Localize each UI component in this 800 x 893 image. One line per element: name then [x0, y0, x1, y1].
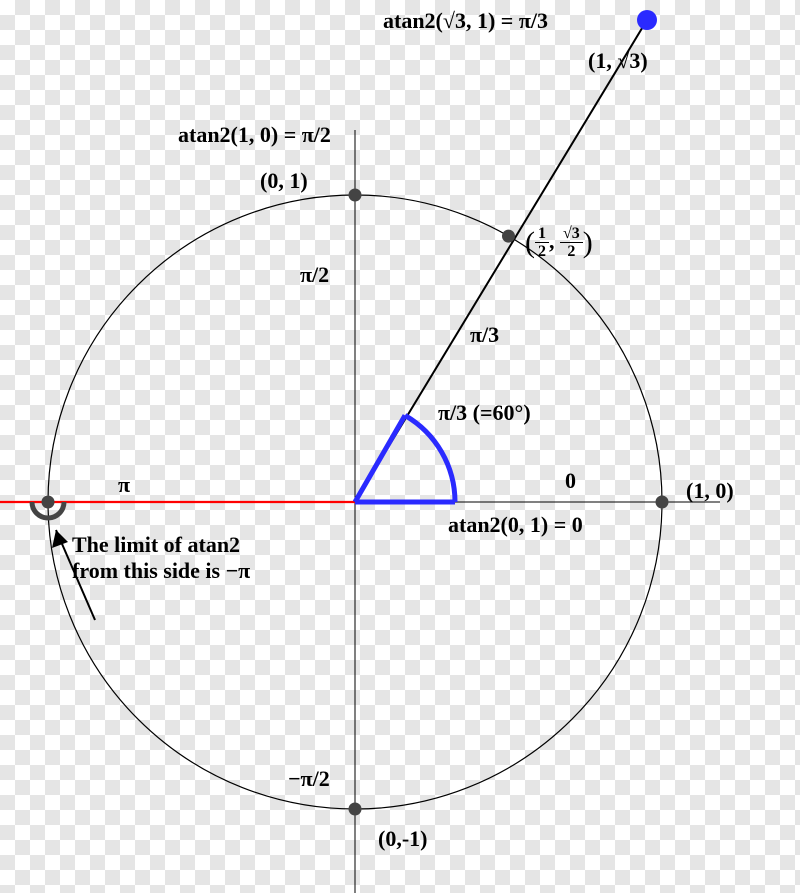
point-0-neg1	[349, 803, 362, 816]
label-half-sqrt3half: ( 1 2 , √3 2 )	[525, 226, 593, 261]
label-limit-line2: from this side is −π	[72, 558, 250, 583]
label-point-1-sqrt3: (1, √3)	[588, 48, 648, 73]
point-half-sqrt3half	[502, 230, 515, 243]
diagram-svg	[0, 0, 800, 893]
label-zero: 0	[565, 468, 576, 493]
label-neg-pi-over-2: −π/2	[288, 766, 330, 791]
label-atan2-1-0: atan2(1, 0) = π/2	[178, 122, 331, 147]
angle-side-ray	[355, 415, 405, 502]
label-atan2-0-1: atan2(0, 1) = 0	[448, 512, 583, 537]
diagram-stage: atan2(√3, 1) = π/3 (1, √3) atan2(1, 0) =…	[0, 0, 800, 893]
point-0-1	[349, 189, 362, 202]
frac2-num: √3	[560, 226, 583, 242]
label-pi-over-2: π/2	[300, 262, 329, 287]
point-1-0	[656, 496, 669, 509]
label-pi-over-3-ray: π/3	[470, 322, 499, 347]
angle-arc	[405, 415, 455, 502]
point-1-sqrt3	[637, 10, 657, 30]
label-pi-left: π	[118, 472, 130, 497]
frac1-num: 1	[535, 226, 549, 242]
label-1-0: (1, 0)	[686, 478, 734, 503]
label-limit-line1: The limit of atan2	[72, 532, 240, 557]
label-atan2-sqrt3-1: atan2(√3, 1) = π/3	[383, 8, 548, 33]
label-pi-over-3-angle: π/3 (=60°)	[438, 400, 531, 425]
point-neg1-0	[42, 496, 55, 509]
label-0-neg1: (0,-1)	[378, 826, 427, 851]
limit-arrow-head	[52, 530, 68, 548]
frac1-den: 2	[535, 242, 549, 260]
frac2-den: 2	[560, 242, 583, 260]
label-0-1: (0, 1)	[260, 168, 308, 193]
